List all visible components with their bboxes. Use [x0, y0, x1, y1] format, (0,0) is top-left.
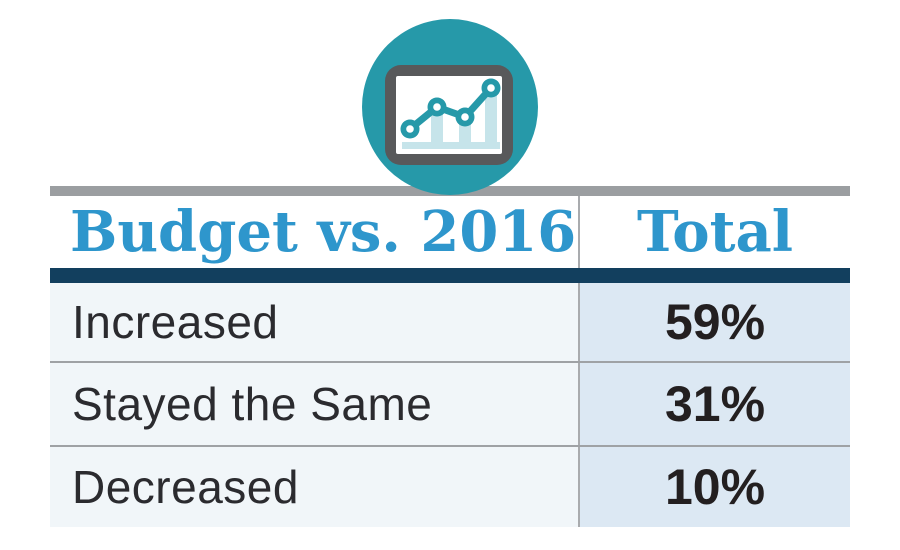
table-row-stayed-same: Stayed the Same 31% — [50, 363, 850, 445]
row-value: 31% — [578, 363, 850, 445]
chart-bar-1 — [431, 112, 443, 142]
chart-baseline-bar — [402, 142, 500, 149]
chart-bar-3 — [485, 95, 497, 142]
table-row-decreased: Decreased 10% — [50, 447, 850, 527]
chart-point-markers — [400, 78, 501, 139]
row-label: Increased — [50, 283, 578, 361]
row-value: 59% — [578, 283, 850, 361]
row-divider — [50, 445, 850, 447]
row-label: Decreased — [50, 447, 578, 527]
chart-growth-icon — [362, 19, 538, 195]
chart-trend-line — [406, 84, 495, 133]
row-value: 10% — [578, 447, 850, 527]
total-column-label: Total — [636, 199, 794, 265]
budget-table: Budget vs. 2016 Total Increased 59% Stay… — [50, 196, 850, 527]
table-row-increased: Increased 59% — [50, 283, 850, 361]
row-divider — [50, 361, 850, 363]
header-cell-budget: Budget vs. 2016 — [50, 196, 578, 268]
table-title: Budget vs. 2016 — [70, 199, 577, 265]
table-header-row: Budget vs. 2016 Total — [50, 196, 850, 268]
row-label: Stayed the Same — [50, 363, 578, 445]
header-underline-bar — [50, 268, 850, 283]
header-cell-total: Total — [578, 196, 850, 268]
